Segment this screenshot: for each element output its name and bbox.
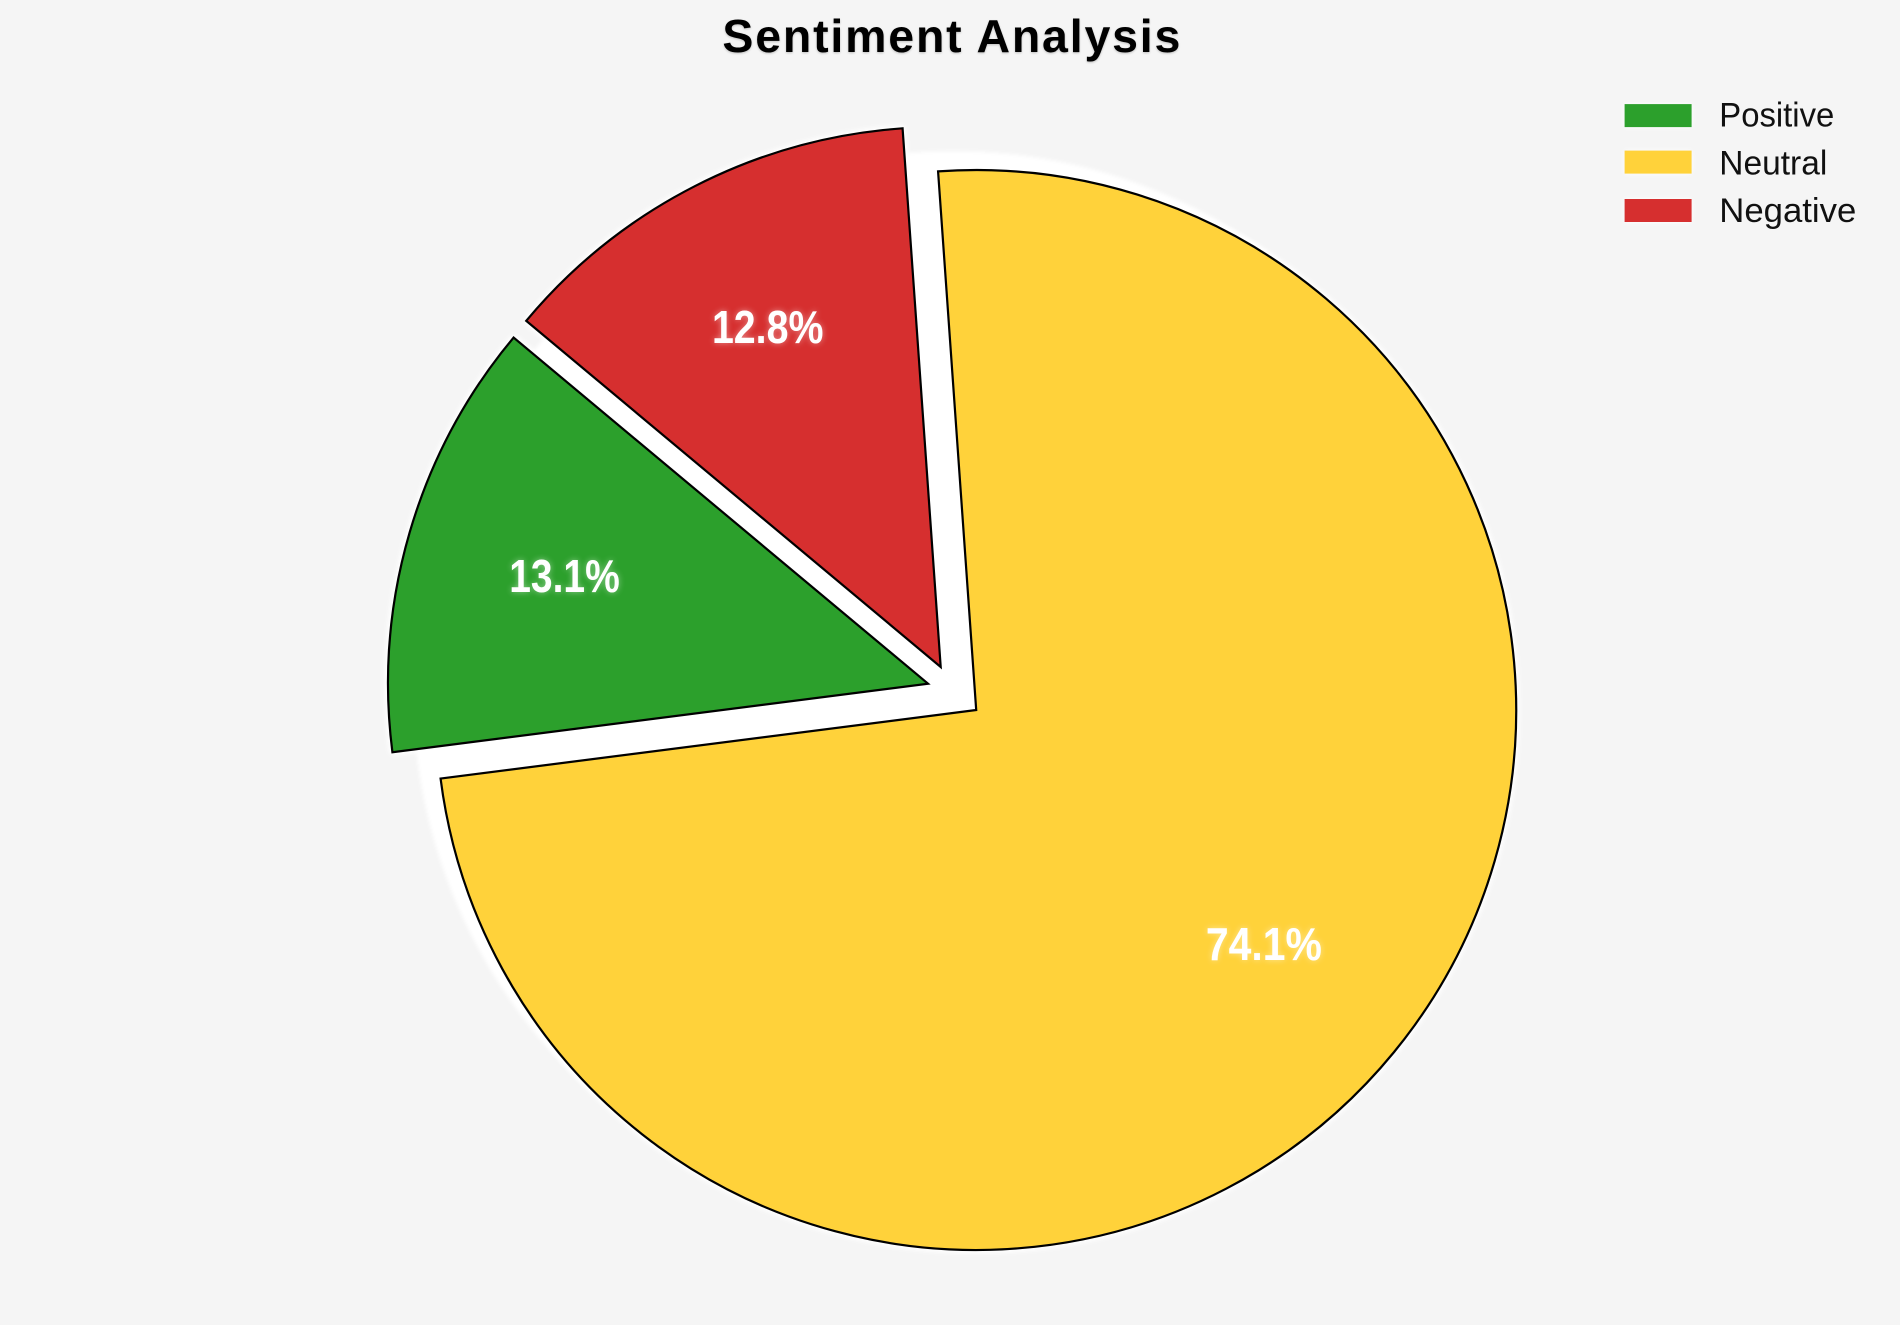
svg-text:13.1%: 13.1% — [509, 550, 620, 602]
svg-text:Positive: Positive — [1719, 97, 1834, 135]
svg-text:Sentiment Analysis: Sentiment Analysis — [722, 10, 1180, 62]
svg-text:Negative: Negative — [1719, 192, 1856, 230]
svg-text:74.1%: 74.1% — [1206, 918, 1322, 970]
svg-text:Neutral: Neutral — [1719, 145, 1827, 183]
svg-text:12.8%: 12.8% — [712, 301, 824, 353]
